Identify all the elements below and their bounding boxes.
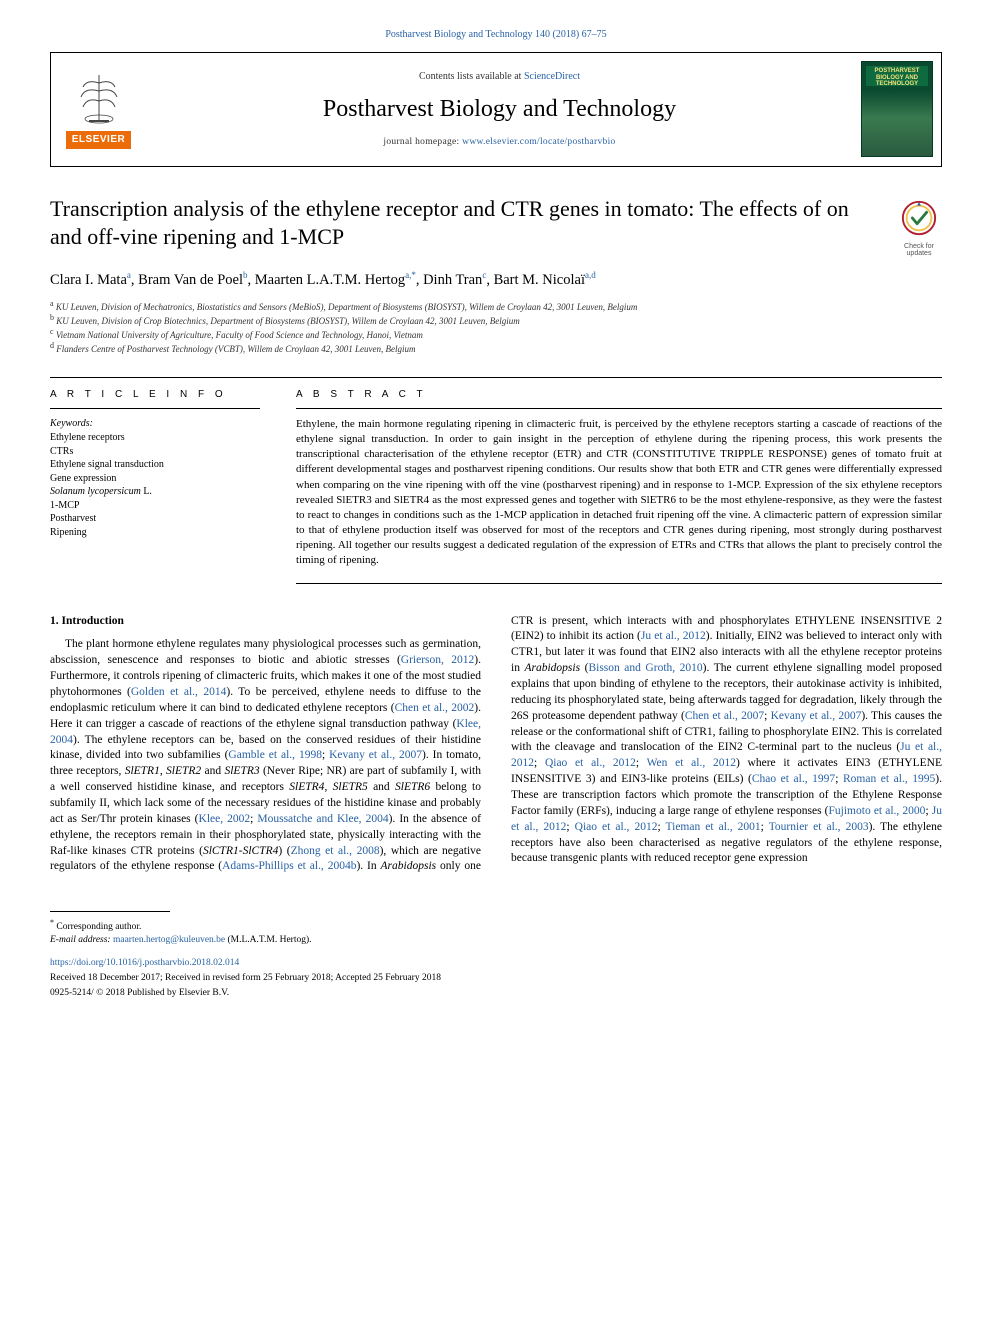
citation-link[interactable]: Klee, 2004 [50, 718, 481, 746]
journal-cover-icon: POSTHARVEST BIOLOGY AND TECHNOLOGY [861, 61, 933, 157]
footnote-rule [50, 911, 170, 912]
citation-link[interactable]: Chen et al., 2002 [395, 702, 475, 714]
citation-link[interactable]: Chen et al., 2007 [685, 710, 764, 722]
email-line: E-mail address: maarten.hertog@kuleuven.… [50, 934, 942, 947]
affiliations: a KU Leuven, Division of Mechatronics, B… [50, 299, 942, 356]
intro-paragraph: The plant hormone ethylene regulates man… [50, 614, 942, 876]
journal-title: Postharvest Biology and Technology [323, 93, 676, 125]
article-info-column: A R T I C L E I N F O Keywords: Ethylene… [50, 378, 260, 583]
elsevier-tree-icon [69, 69, 129, 127]
header-center: Contents lists available at ScienceDirec… [146, 53, 853, 166]
keyword-item: Ethylene receptors [50, 431, 260, 445]
keyword-item: 1-MCP [50, 499, 260, 513]
abstract-column: A B S T R A C T Ethylene, the main hormo… [296, 378, 942, 583]
citation-link[interactable]: Moussatche and Klee, 2004 [257, 813, 388, 825]
abstract-heading: A B S T R A C T [296, 378, 942, 409]
affiliation-item: a KU Leuven, Division of Mechatronics, B… [50, 299, 942, 313]
info-abstract-row: A R T I C L E I N F O Keywords: Ethylene… [50, 377, 942, 583]
citation-link[interactable]: Kevany et al., 2007 [329, 749, 422, 761]
citation-link[interactable]: Roman et al., 1995 [843, 773, 935, 785]
homepage-url[interactable]: www.elsevier.com/locate/postharvbio [462, 137, 615, 147]
affiliation-item: b KU Leuven, Division of Crop Biotechnic… [50, 313, 942, 327]
article-info-heading: A R T I C L E I N F O [50, 378, 260, 409]
citation-header: Postharvest Biology and Technology 140 (… [50, 28, 942, 42]
keywords-list: Ethylene receptorsCTRsEthylene signal tr… [50, 431, 260, 539]
cover-text: POSTHARVEST BIOLOGY AND TECHNOLOGY [868, 68, 926, 88]
journal-header: ELSEVIER Contents lists available at Sci… [50, 52, 942, 167]
keyword-item: CTRs [50, 445, 260, 459]
contents-prefix: Contents lists available at [419, 71, 524, 82]
history-line: Received 18 December 2017; Received in r… [50, 972, 942, 985]
citation-link[interactable]: Tournier et al., 2003 [769, 821, 869, 833]
citation-link[interactable]: Tieman et al., 2001 [666, 821, 761, 833]
doi-line: https://doi.org/10.1016/j.postharvbio.20… [50, 957, 942, 970]
citation-link[interactable]: Chao et al., 1997 [752, 773, 835, 785]
keyword-item: Ethylene signal transduction [50, 458, 260, 472]
homepage-label: journal homepage: [383, 137, 462, 147]
contents-line: Contents lists available at ScienceDirec… [419, 70, 580, 84]
citation-link[interactable]: Postharvest Biology and Technology 140 (… [385, 29, 606, 40]
publisher-label: ELSEVIER [66, 131, 131, 149]
affiliation-item: d Flanders Centre of Postharvest Technol… [50, 341, 942, 355]
citation-link[interactable]: Gamble et al., 1998 [228, 749, 322, 761]
doi-link[interactable]: https://doi.org/10.1016/j.postharvbio.20… [50, 958, 239, 968]
citation-link[interactable]: Wen et al., 2012 [647, 757, 736, 769]
keyword-item: Gene expression [50, 472, 260, 486]
sciencedirect-link[interactable]: ScienceDirect [524, 71, 580, 82]
homepage-line: journal homepage: www.elsevier.com/locat… [383, 136, 615, 149]
citation-link[interactable]: Qiao et al., 2012 [575, 821, 658, 833]
check-updates-label: Check for updates [896, 243, 942, 258]
abstract-bottom-rule [296, 583, 942, 584]
article-title: Transcription analysis of the ethylene r… [50, 195, 880, 251]
citation-link[interactable]: Adams-Phillips et al., 2004b [222, 860, 356, 872]
keyword-item: Solanum lycopersicum L. [50, 485, 260, 499]
keywords-label: Keywords: [50, 417, 260, 431]
keyword-item: Postharvest [50, 512, 260, 526]
abstract-text: Ethylene, the main hormone regulating ri… [296, 417, 942, 569]
affiliation-item: c Vietnam National University of Agricul… [50, 327, 942, 341]
citation-link[interactable]: Qiao et al., 2012 [545, 757, 636, 769]
keyword-item: Ripening [50, 526, 260, 540]
publisher-logo-box: ELSEVIER [51, 53, 146, 166]
email-link[interactable]: maarten.hertog@kuleuven.be [113, 935, 225, 945]
footer: * Corresponding author. E-mail address: … [50, 911, 942, 999]
citation-link[interactable]: Zhong et al., 2008 [291, 845, 380, 857]
authors-line: Clara I. Mataa, Bram Van de Poelb, Maart… [50, 269, 942, 290]
corresp-text: Corresponding author. [54, 922, 141, 932]
cover-box: POSTHARVEST BIOLOGY AND TECHNOLOGY [853, 53, 941, 166]
citation-link[interactable]: Ju et al., 2012 [641, 630, 706, 642]
citation-link[interactable]: Kevany et al., 2007 [771, 710, 862, 722]
citation-link[interactable]: Fujimoto et al., 2000 [829, 805, 926, 817]
body-columns: 1. Introduction The plant hormone ethyle… [50, 614, 942, 876]
check-updates-icon [900, 199, 938, 237]
citation-link[interactable]: Grierson, 2012 [401, 654, 474, 666]
citation-link[interactable]: Bisson and Groth, 2010 [588, 662, 702, 674]
email-person: (M.L.A.T.M. Hertog). [225, 935, 311, 945]
citation-link[interactable]: Golden et al., 2014 [131, 686, 227, 698]
check-updates-badge[interactable]: Check for updates [896, 199, 942, 258]
corresponding-author: * Corresponding author. [50, 918, 942, 934]
copyright-line: 0925-5214/ © 2018 Published by Elsevier … [50, 987, 942, 1000]
email-label: E-mail address: [50, 935, 113, 945]
title-row: Transcription analysis of the ethylene r… [50, 195, 942, 258]
citation-link[interactable]: Klee, 2002 [199, 813, 251, 825]
section-heading-intro: 1. Introduction [50, 614, 481, 630]
